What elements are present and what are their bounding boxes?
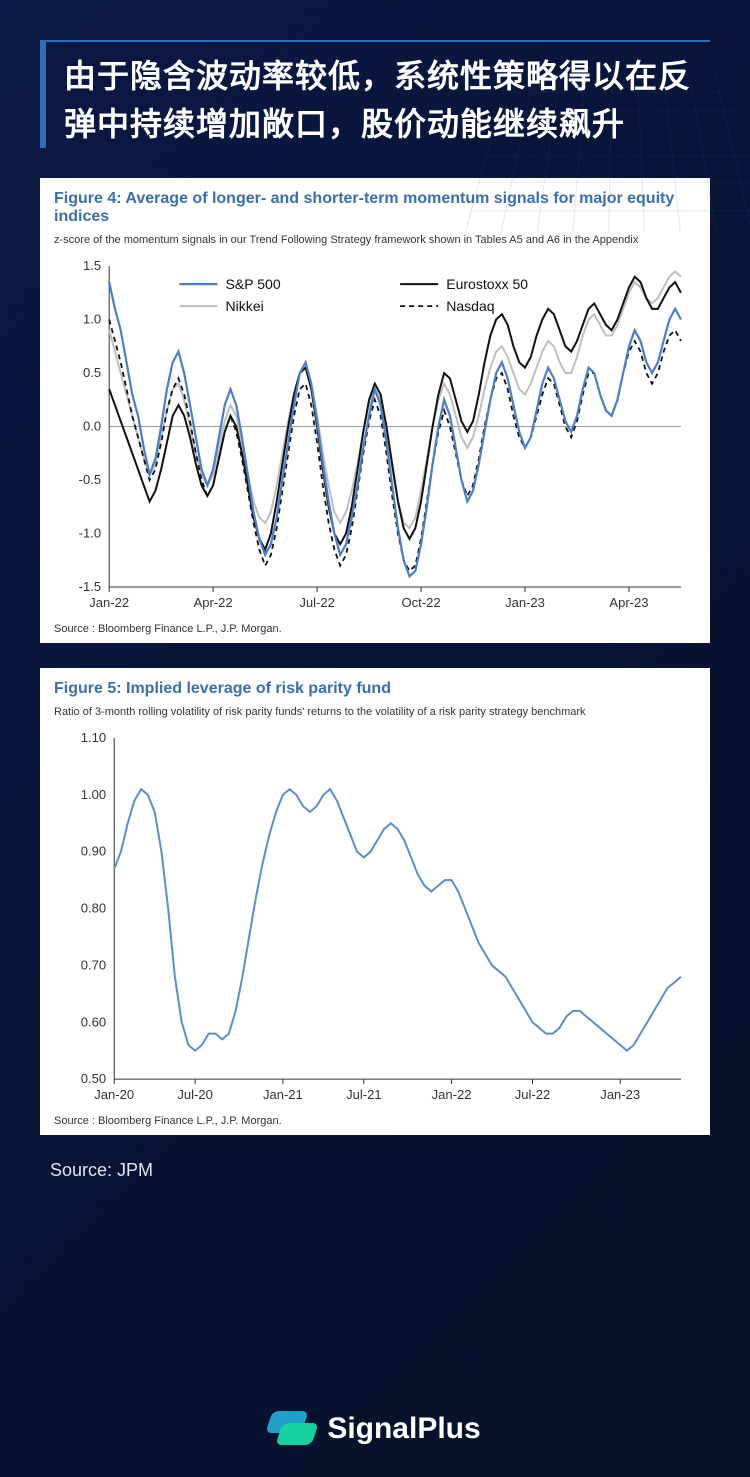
figure-4-panel: Figure 4: Average of longer- and shorter…: [40, 178, 710, 643]
svg-text:1.0: 1.0: [83, 312, 101, 327]
svg-text:Jan-23: Jan-23: [600, 1087, 640, 1102]
svg-text:1.00: 1.00: [81, 787, 106, 802]
svg-text:0.5: 0.5: [83, 365, 101, 380]
svg-text:0.0: 0.0: [83, 419, 101, 434]
svg-text:0.50: 0.50: [81, 1071, 106, 1086]
figure-4-subtitle: z-score of the momentum signals in our T…: [54, 234, 696, 246]
svg-text:1.10: 1.10: [81, 730, 106, 745]
figure-5-panel: Figure 5: Implied leverage of risk parit…: [40, 668, 710, 1135]
svg-text:Jul-21: Jul-21: [346, 1087, 382, 1102]
figure-5-subtitle: Ratio of 3-month rolling volatility of r…: [54, 706, 696, 718]
svg-text:-1.0: -1.0: [79, 526, 101, 541]
headline-block: 由于隐含波动率较低，系统性策略得以在反弹中持续增加敞口，股价动能继续飙升: [40, 40, 710, 148]
figure-4-source: Source : Bloomberg Finance L.P., J.P. Mo…: [54, 623, 696, 635]
svg-text:Jul-22: Jul-22: [299, 595, 335, 610]
svg-text:0.90: 0.90: [81, 844, 106, 859]
svg-text:-1.5: -1.5: [79, 579, 101, 594]
svg-text:S&P 500: S&P 500: [226, 276, 281, 292]
svg-text:Apr-23: Apr-23: [609, 595, 648, 610]
svg-text:Jul-20: Jul-20: [177, 1087, 212, 1102]
svg-text:Nikkei: Nikkei: [226, 298, 264, 314]
svg-text:Jan-22: Jan-22: [432, 1087, 472, 1102]
page-headline: 由于隐含波动率较低，系统性策略得以在反弹中持续增加敞口，股价动能继续飙升: [64, 52, 710, 148]
figure-5-chart: 0.50 0.60 0.70 0.80 0.90 1.00 1.10 Jan-20 Jul-20…: [54, 728, 696, 1109]
svg-text:Jan-21: Jan-21: [263, 1087, 303, 1102]
svg-text:Jan-23: Jan-23: [505, 595, 545, 610]
brand-footer: SignalPlus: [0, 1411, 750, 1447]
svg-text:Jul-22: Jul-22: [515, 1087, 551, 1102]
figure-5-title: Figure 5: Implied leverage of risk parit…: [54, 680, 696, 698]
figure-4-chart: -1.5 -1.0 -0.5 0.0 0.5 1.0 1.5 Jan-22 Apr-22 Jul-…: [54, 256, 696, 617]
page-source-label: Source: JPM: [50, 1160, 710, 1181]
svg-text:Jan-22: Jan-22: [89, 595, 129, 610]
svg-text:Jan-20: Jan-20: [94, 1087, 134, 1102]
figure-5-source: Source : Bloomberg Finance L.P., J.P. Mo…: [54, 1115, 696, 1127]
svg-text:1.5: 1.5: [83, 258, 101, 273]
svg-text:Nasdaq: Nasdaq: [446, 298, 494, 314]
brand-name: SignalPlus: [327, 1412, 480, 1446]
svg-text:0.70: 0.70: [81, 958, 106, 973]
svg-text:-0.5: -0.5: [79, 472, 101, 487]
svg-text:0.60: 0.60: [81, 1014, 106, 1029]
svg-text:Apr-22: Apr-22: [194, 595, 233, 610]
svg-text:Oct-22: Oct-22: [401, 595, 440, 610]
brand-logo-icon: [269, 1411, 315, 1447]
svg-text:0.80: 0.80: [81, 901, 106, 916]
svg-text:Eurostoxx 50: Eurostoxx 50: [446, 276, 528, 292]
